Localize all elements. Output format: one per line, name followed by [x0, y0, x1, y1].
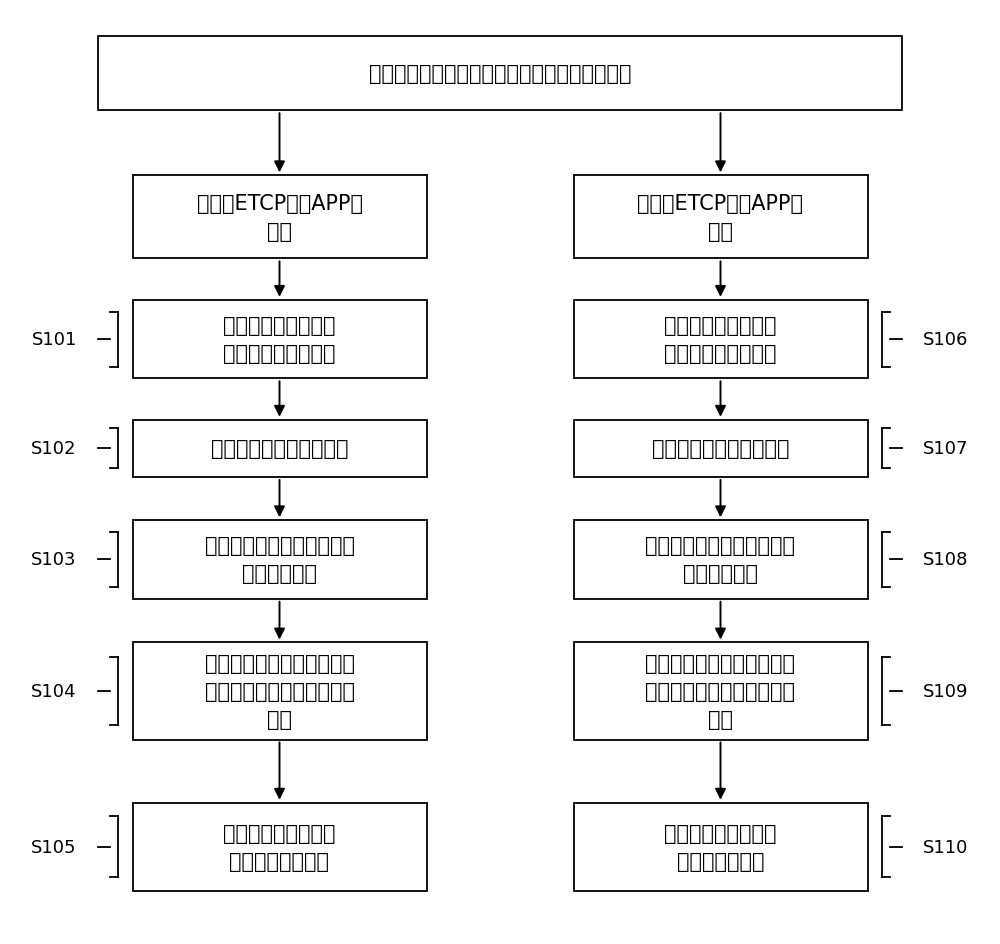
Text: S105: S105 [31, 837, 77, 855]
Text: 系统识别车牌并停止计时，
发送停车费至管理员手机客
户端: 系统识别车牌并停止计时， 发送停车费至管理员手机客 户端 [205, 653, 354, 729]
Bar [574, 643, 868, 740]
Bar [133, 802, 427, 890]
Text: 系统识别车牌并开始计时: 系统识别车牌并开始计时 [211, 439, 348, 459]
Text: S109: S109 [923, 683, 969, 700]
Text: 管理员用手机对出场车牌拍
照并发至系统: 管理员用手机对出场车牌拍 照并发至系统 [646, 536, 796, 583]
Text: 系统识别车牌并开始计时: 系统识别车牌并开始计时 [652, 439, 789, 459]
Text: 系统识别车牌并停止计时，
发送停车费至管理员手机客
户端: 系统识别车牌并停止计时， 发送停车费至管理员手机客 户端 [646, 653, 796, 729]
Text: 管理员用手机对入场
车牌拍照并发至系统: 管理员用手机对入场 车牌拍照并发至系统 [664, 315, 777, 363]
Text: 管理员用手机对出场车牌拍
照并发至系统: 管理员用手机对出场车牌拍 照并发至系统 [205, 536, 354, 583]
Text: 管理员按核算的停车
费完成现金收费: 管理员按核算的停车 费完成现金收费 [664, 823, 777, 870]
Text: S102: S102 [31, 440, 77, 458]
Text: S104: S104 [31, 683, 77, 700]
Bar [574, 802, 868, 890]
Text: S103: S103 [31, 551, 77, 569]
Bar [133, 643, 427, 740]
Text: 通过手机拍照进行车牌识别实现停车收费的方法: 通过手机拍照进行车牌识别实现停车收费的方法 [369, 64, 631, 84]
Text: S107: S107 [923, 440, 969, 458]
Text: 管理员扫车主手机二
维码完成在线收费: 管理员扫车主手机二 维码完成在线收费 [223, 823, 336, 870]
Text: S106: S106 [923, 330, 969, 348]
Text: 管理员用手机对入场
车牌拍照并发至系统: 管理员用手机对入场 车牌拍照并发至系统 [223, 315, 336, 363]
Text: 未注册ETCP系统APP的
车主: 未注册ETCP系统APP的 车主 [638, 194, 804, 242]
Bar [574, 300, 868, 379]
Bar [133, 420, 427, 478]
Text: S101: S101 [31, 330, 77, 348]
Bar [133, 300, 427, 379]
Bar [574, 520, 868, 599]
Bar [133, 176, 427, 260]
Bar [133, 520, 427, 599]
Bar [574, 420, 868, 478]
Text: S108: S108 [923, 551, 969, 569]
Bar [98, 37, 902, 111]
Bar [574, 176, 868, 260]
Text: 已注册ETCP系统APP的
车主: 已注册ETCP系统APP的 车主 [196, 194, 362, 242]
Text: S110: S110 [923, 837, 969, 855]
